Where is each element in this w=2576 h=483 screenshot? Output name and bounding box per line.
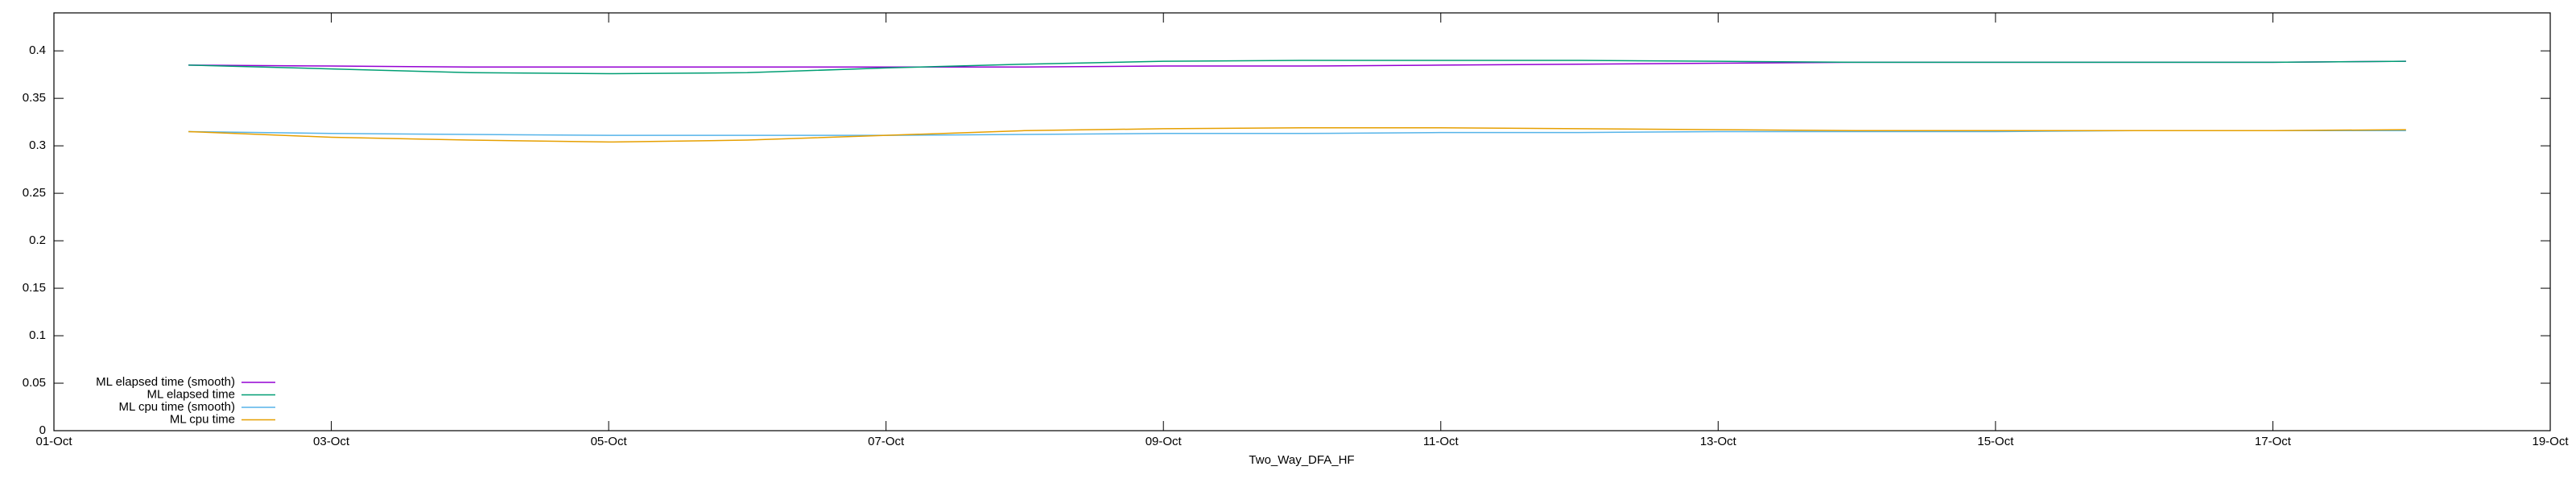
x-axis-label: Two_Way_DFA_HF — [1249, 453, 1354, 467]
x-tick-label: 17-Oct — [2255, 435, 2292, 448]
legend-label: ML cpu time — [170, 412, 235, 426]
x-tick-label: 03-Oct — [313, 435, 350, 448]
x-tick-label: 19-Oct — [2532, 435, 2569, 448]
y-tick-label: 0.05 — [23, 376, 46, 390]
x-tick-label: 05-Oct — [591, 435, 628, 448]
x-tick-label: 15-Oct — [1977, 435, 2014, 448]
x-tick-label: 07-Oct — [868, 435, 905, 448]
legend-label: ML cpu time (smooth) — [119, 400, 236, 414]
legend-label: ML elapsed time (smooth) — [96, 375, 235, 389]
y-tick-label: 0.3 — [29, 138, 46, 152]
y-tick-label: 0 — [39, 423, 46, 437]
series-line — [188, 60, 2406, 75]
series-line — [188, 130, 2406, 136]
y-tick-label: 0.35 — [23, 91, 46, 105]
x-tick-label: 13-Oct — [1700, 435, 1737, 448]
y-tick-label: 0.1 — [29, 328, 46, 342]
y-tick-label: 0.25 — [23, 186, 46, 200]
x-tick-label: 11-Oct — [1423, 435, 1459, 448]
series-line — [188, 126, 2406, 143]
x-tick-label: 01-Oct — [35, 435, 72, 448]
y-tick-label: 0.2 — [29, 233, 46, 247]
y-tick-label: 0.4 — [29, 43, 46, 57]
legend-label: ML elapsed time — [147, 387, 236, 401]
x-tick-label: 09-Oct — [1146, 435, 1183, 448]
y-tick-label: 0.15 — [23, 281, 46, 295]
plot-frame — [53, 12, 2551, 431]
